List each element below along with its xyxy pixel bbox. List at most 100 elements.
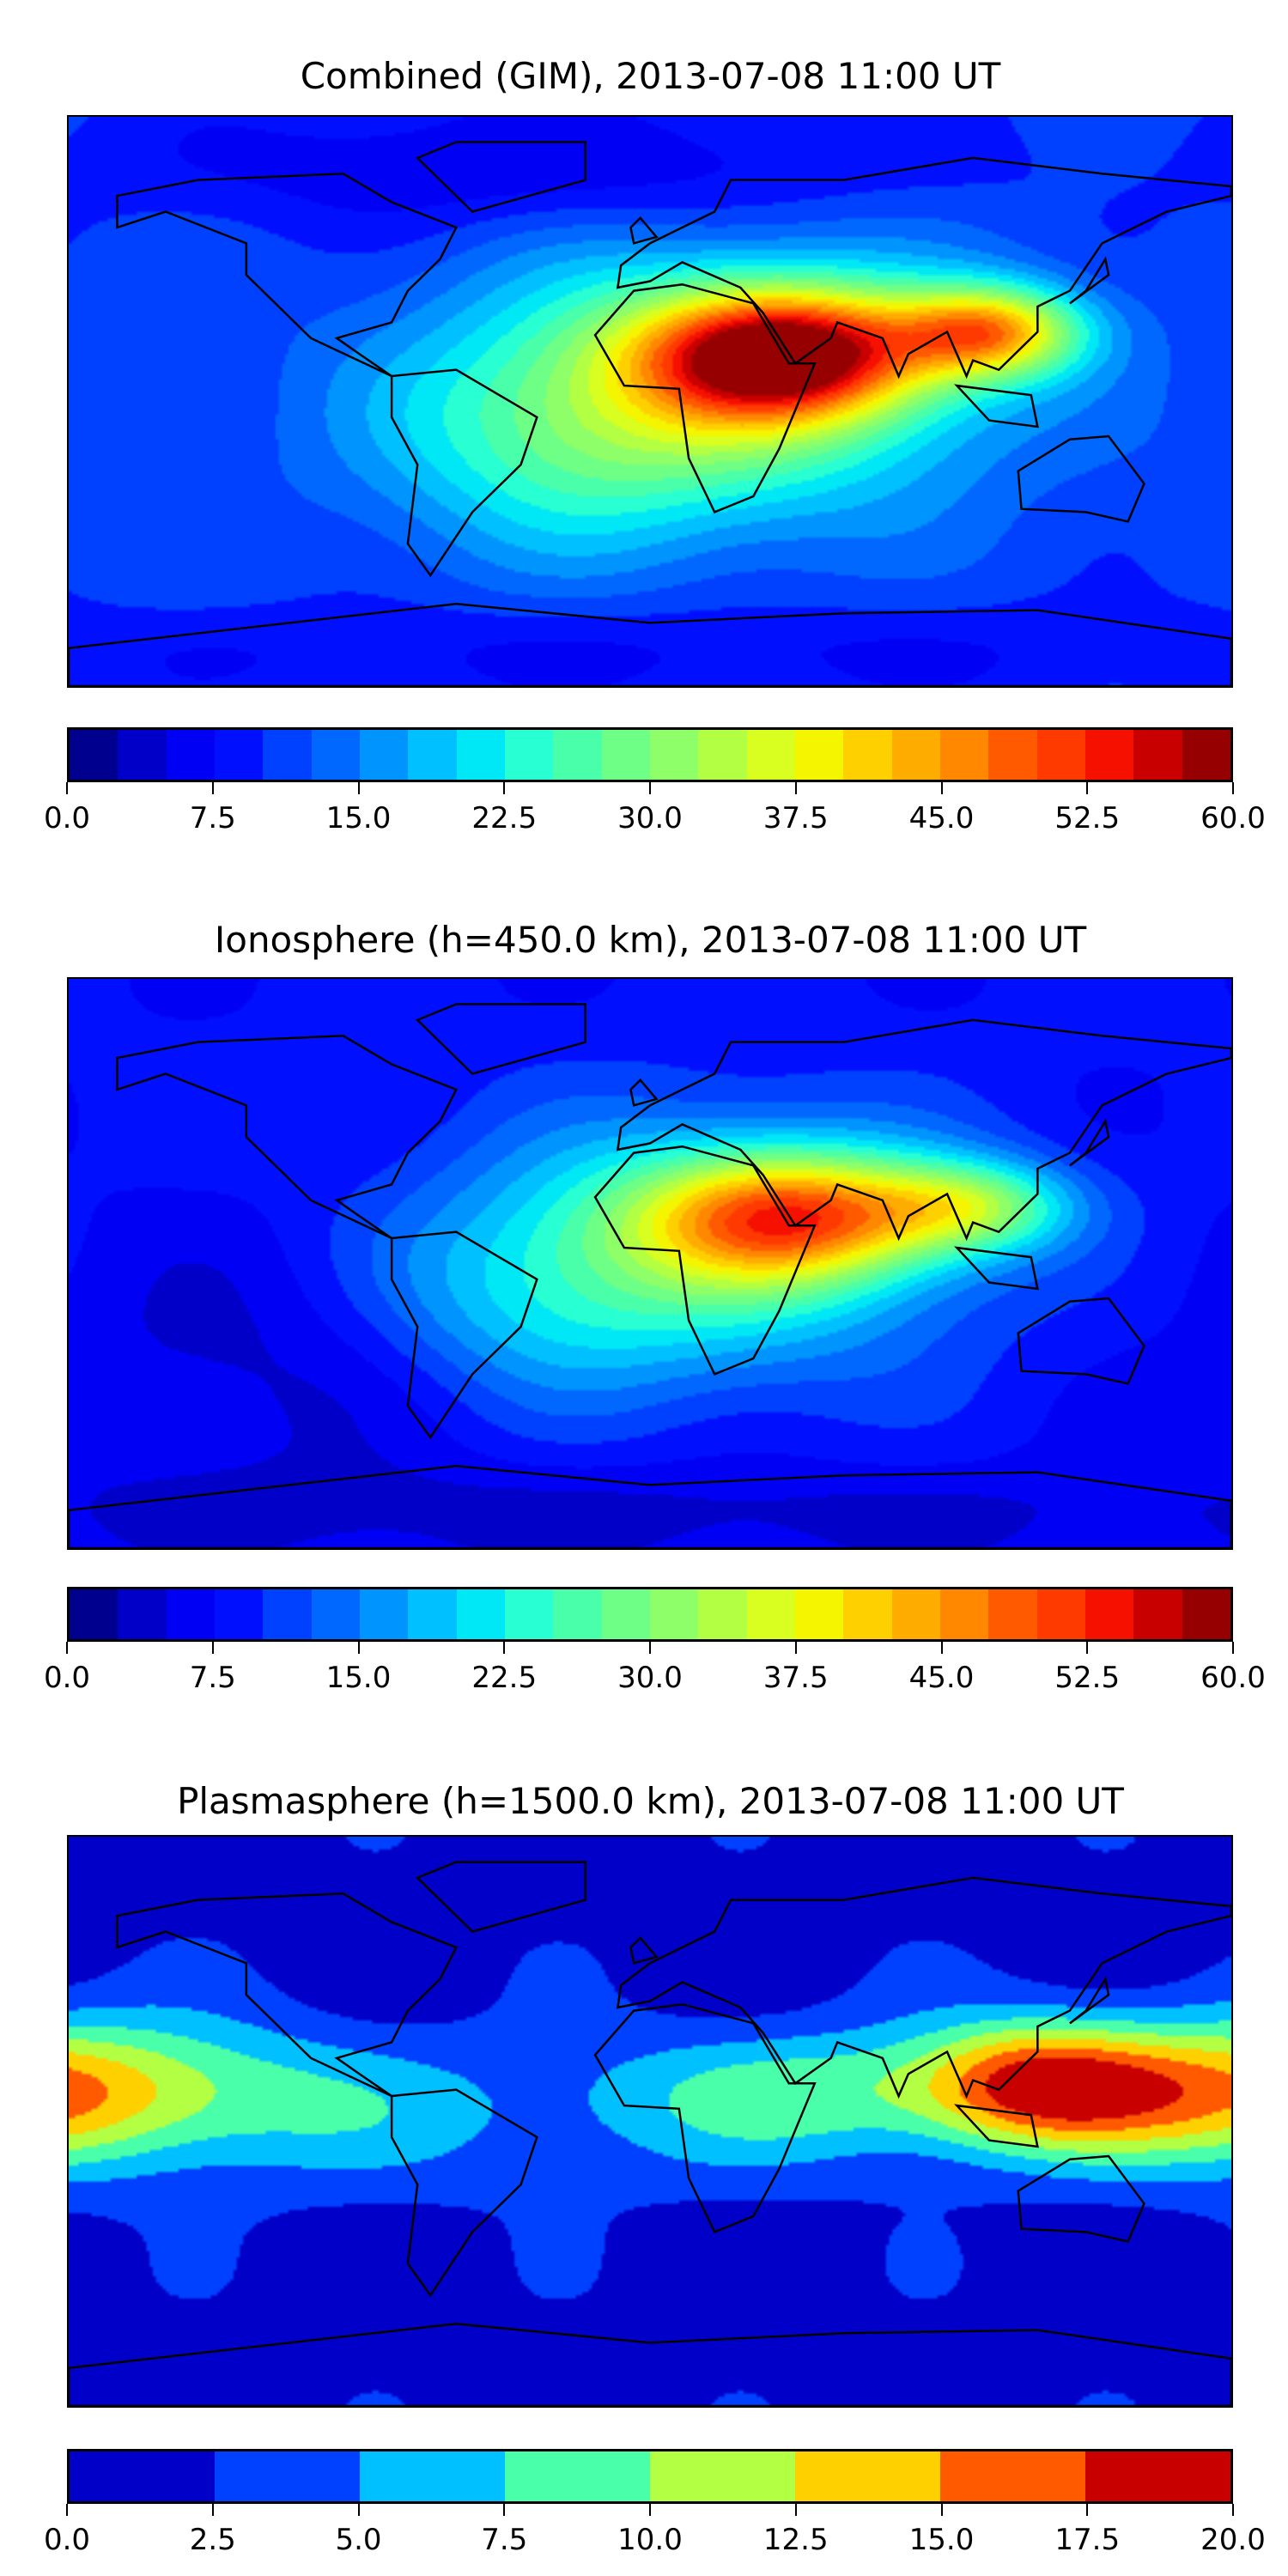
colorbar-tick [940,782,943,794]
colorbar-segment [408,730,457,780]
map-plasmasphere [67,1835,1233,2408]
coastline [630,218,656,243]
colorbar-tick [649,782,651,794]
colorbar-segment [601,730,650,780]
colorbar-segment [166,730,215,780]
colorbar-tick [1086,782,1089,794]
colorbar-segment [794,730,844,780]
coastline [1070,259,1109,304]
colorbar-tick-label: 15.0 [908,2523,975,2557]
colorbar-tick-label: 0.0 [43,801,91,835]
coastlines [69,117,1231,686]
colorbar-tick [357,2504,360,2516]
colorbar-segment [601,1589,650,1639]
colorbar-segment [1084,730,1134,780]
coastline [392,2090,537,2295]
coastline [957,1248,1037,1289]
colorbar-segment [1133,730,1182,780]
colorbar [67,1587,1233,1642]
coastline [617,1020,1231,1238]
colorbar-segment [1085,2451,1230,2501]
coastline [595,2004,815,2232]
colorbar-tick-label: 60.0 [1200,801,1266,835]
colorbar-segment [891,730,940,780]
colorbar-ticks: 0.0 7.5 15.0 22.5 30.0 37.5 45.0 52.5 60.0 [44,782,1266,842]
panel-title: Ionosphere (h=450.0 km), 2013-07-08 11:0… [214,919,1087,961]
colorbar-tick [794,782,797,794]
colorbar [67,727,1233,782]
coastline [630,1938,656,1963]
coastline [417,142,586,211]
coastline [1018,436,1145,521]
colorbar-segment [939,730,989,780]
coastline [595,1146,815,1374]
colorbar-segment [843,1589,892,1639]
coastline [417,1004,586,1073]
colorbar [67,2449,1233,2504]
coastline [617,158,1231,376]
colorbar-segment [553,1589,602,1639]
colorbar-tick [211,2504,214,2516]
coastline [69,1466,1231,1548]
panel-title: Combined (GIM), 2013-07-08 11:00 UT [300,55,1001,97]
colorbar-segment [456,1589,505,1639]
coastline [1070,1979,1109,2024]
colorbar-tick [1232,1642,1234,1654]
coastline [417,1862,586,1931]
coastline [957,2105,1037,2147]
colorbar-tick-label: 10.0 [617,2523,683,2557]
map-combined [67,115,1233,688]
colorbar-tick [66,1642,68,1654]
colorbar-tick-label: 37.5 [762,801,829,835]
colorbar-segment [698,730,747,780]
colorbar-segment [70,1589,118,1639]
colorbar-segment [359,1589,409,1639]
colorbar-tick [794,2504,797,2516]
colorbar-ticks: 0.0 7.5 15.0 22.5 30.0 37.5 45.0 52.5 60.0 [44,1642,1266,1702]
coastline [1018,2156,1145,2241]
colorbar-tick-label: 22.5 [471,801,538,835]
colorbar-segment [505,2451,650,2501]
colorbar-segment [1084,1589,1134,1639]
colorbar-tick-label: 15.0 [325,801,392,835]
colorbar-segment [1036,1589,1085,1639]
colorbar-segment [649,1589,699,1639]
tec-field [69,1837,1231,2406]
colorbar-segment [746,730,795,780]
colorbar-tick [940,1642,943,1654]
colorbar-tick-label: 30.0 [617,1661,683,1695]
colorbar-segment [1133,1589,1182,1639]
colorbar-tick [503,2504,506,2516]
colorbar-tick-label: 12.5 [762,2523,829,2557]
colorbar-segment [311,730,360,780]
tec-field [69,117,1231,686]
colorbar-tick [649,2504,651,2516]
colorbar-segment [988,730,1037,780]
colorbar-segment [311,1589,360,1639]
colorbar-tick-label: 45.0 [908,801,975,835]
coastline [69,2324,1231,2406]
colorbar-tick-label: 0.0 [43,2523,91,2557]
colorbar-segment [214,730,264,780]
colorbar-tick-label: 2.5 [189,2523,236,2557]
colorbar-segment [939,1589,989,1639]
colorbar-tick-label: 7.5 [189,1661,236,1695]
coastline [957,386,1037,427]
coastline [595,284,815,512]
colorbar-tick-label: 45.0 [908,1661,975,1695]
colorbar-tick-label: 37.5 [762,1661,829,1695]
colorbar-tick-label: 7.5 [189,801,236,835]
colorbar-segment [649,730,699,780]
colorbar-tick [940,2504,943,2516]
colorbar-segment [504,730,554,780]
coastlines [69,979,1231,1548]
colorbar-segment [118,730,167,780]
colorbar-tick-label: 52.5 [1054,801,1121,835]
colorbar-tick-label: 60.0 [1200,1661,1266,1695]
coastline [117,1036,456,1238]
colorbar-tick [1086,1642,1089,1654]
colorbar-segment [70,730,118,780]
colorbar-segment [504,1589,554,1639]
colorbar-tick-label: 30.0 [617,801,683,835]
colorbar-segment [118,1589,167,1639]
